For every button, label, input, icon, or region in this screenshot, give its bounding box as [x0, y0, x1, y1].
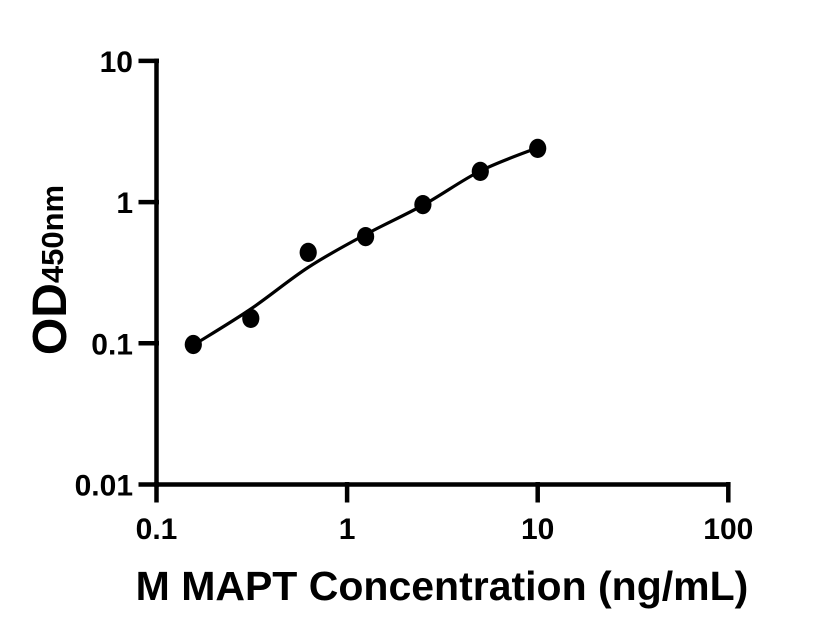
y-axis-title-main: OD	[24, 283, 77, 355]
y-axis-title-subscript: 450nm	[35, 185, 70, 283]
data-point	[471, 161, 489, 181]
data-point	[357, 227, 375, 247]
y-tick-label: 0.1	[91, 328, 133, 361]
data-point	[299, 242, 317, 262]
y-tick-label: 1	[116, 187, 133, 220]
axes	[138, 58, 731, 503]
x-axis-title: M MAPT Concentration (ng/mL)	[136, 563, 749, 609]
x-tick-label: 1	[339, 513, 356, 546]
x-tick-label: 10	[521, 513, 554, 546]
x-tick-label: 0.1	[136, 513, 178, 546]
y-tick-label: 10	[100, 46, 133, 79]
y-axis-title: OD450nm	[24, 185, 77, 355]
y-tick-label: 0.01	[75, 470, 133, 503]
plot-series	[184, 138, 547, 355]
data-point	[529, 138, 547, 158]
data-point	[184, 334, 202, 355]
data-point	[242, 308, 260, 328]
x-tick-label: 100	[703, 513, 753, 546]
data-point	[414, 195, 432, 215]
